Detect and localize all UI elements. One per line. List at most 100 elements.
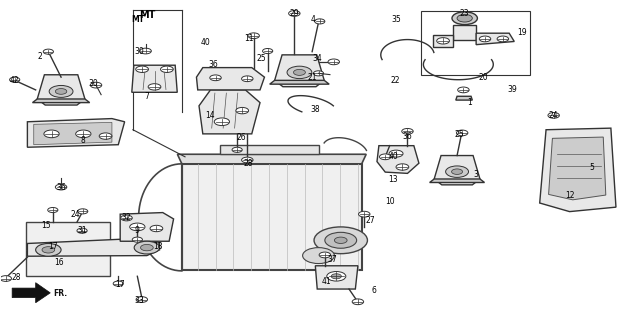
Circle shape	[134, 241, 160, 254]
Text: 22: 22	[390, 76, 399, 85]
Text: MT: MT	[131, 15, 144, 24]
Circle shape	[437, 38, 450, 44]
Text: 2: 2	[38, 52, 43, 61]
Circle shape	[452, 169, 462, 174]
Text: 19: 19	[517, 28, 527, 37]
Polygon shape	[196, 68, 264, 90]
Circle shape	[548, 113, 559, 118]
Polygon shape	[275, 55, 324, 87]
Circle shape	[452, 12, 477, 25]
Polygon shape	[182, 164, 362, 270]
Circle shape	[319, 252, 331, 258]
Circle shape	[497, 36, 508, 42]
Circle shape	[43, 49, 54, 54]
Circle shape	[48, 207, 58, 212]
Circle shape	[331, 274, 341, 279]
Text: 23: 23	[460, 9, 469, 18]
Circle shape	[389, 150, 403, 157]
Text: 15: 15	[41, 221, 51, 230]
Polygon shape	[34, 123, 112, 145]
Circle shape	[479, 36, 490, 42]
Text: 27: 27	[366, 216, 375, 225]
Polygon shape	[32, 99, 90, 103]
Circle shape	[359, 211, 370, 217]
Text: 6: 6	[372, 286, 377, 295]
Polygon shape	[454, 25, 476, 40]
Circle shape	[232, 147, 242, 152]
Circle shape	[315, 19, 325, 24]
Circle shape	[236, 108, 248, 114]
Text: 29: 29	[290, 9, 299, 18]
Circle shape	[352, 299, 364, 305]
Circle shape	[457, 14, 472, 22]
Circle shape	[289, 11, 300, 16]
Text: 38: 38	[310, 105, 320, 114]
Polygon shape	[12, 283, 50, 303]
Text: MT: MT	[140, 10, 155, 20]
Text: 21: 21	[308, 73, 317, 82]
Text: 35: 35	[391, 15, 401, 24]
Circle shape	[55, 184, 67, 190]
Circle shape	[325, 232, 357, 248]
Text: 32: 32	[122, 213, 131, 222]
Circle shape	[55, 89, 67, 94]
Text: 24: 24	[549, 111, 559, 120]
Text: 12: 12	[565, 190, 575, 200]
Text: 8: 8	[81, 136, 86, 145]
Text: 9: 9	[135, 226, 140, 235]
Text: 10: 10	[385, 197, 394, 206]
Circle shape	[150, 225, 163, 232]
Circle shape	[77, 228, 87, 233]
Polygon shape	[540, 128, 616, 212]
Circle shape	[210, 75, 221, 81]
Circle shape	[76, 130, 91, 138]
Circle shape	[90, 82, 102, 88]
Circle shape	[303, 248, 334, 264]
Text: FR.: FR.	[53, 289, 67, 298]
Text: 25: 25	[257, 53, 266, 62]
Text: 4: 4	[311, 15, 316, 24]
Text: 37: 37	[327, 255, 338, 264]
Text: 25: 25	[455, 130, 464, 139]
Text: 36: 36	[209, 60, 218, 69]
Circle shape	[328, 59, 340, 65]
Text: 5: 5	[589, 164, 594, 172]
Text: 7: 7	[145, 92, 149, 101]
Polygon shape	[220, 145, 318, 154]
Text: 41: 41	[321, 277, 331, 286]
Text: 14: 14	[206, 111, 215, 120]
Circle shape	[262, 49, 273, 53]
Polygon shape	[422, 11, 529, 75]
Circle shape	[248, 33, 259, 39]
Circle shape	[313, 71, 324, 76]
Circle shape	[78, 209, 88, 214]
Text: 33: 33	[134, 296, 144, 305]
Circle shape	[241, 157, 253, 163]
Circle shape	[113, 281, 124, 286]
Text: 13: 13	[389, 175, 398, 184]
Circle shape	[36, 244, 61, 256]
Circle shape	[10, 77, 20, 82]
Polygon shape	[26, 222, 110, 276]
Text: 24: 24	[71, 210, 80, 219]
Text: 28: 28	[244, 159, 254, 168]
Polygon shape	[27, 119, 125, 147]
Circle shape	[148, 84, 161, 90]
Text: 3: 3	[474, 170, 478, 179]
Polygon shape	[269, 80, 329, 84]
Circle shape	[334, 237, 347, 244]
Text: 28: 28	[12, 273, 21, 282]
Text: 39: 39	[508, 85, 517, 94]
Polygon shape	[377, 146, 419, 173]
Polygon shape	[177, 154, 366, 164]
Circle shape	[0, 276, 11, 281]
Circle shape	[294, 69, 305, 76]
Circle shape	[130, 223, 145, 231]
Circle shape	[380, 154, 391, 160]
Polygon shape	[120, 212, 173, 241]
Circle shape	[121, 215, 132, 221]
Circle shape	[396, 164, 409, 170]
Circle shape	[287, 66, 312, 79]
Polygon shape	[429, 179, 485, 182]
Circle shape	[458, 87, 469, 93]
